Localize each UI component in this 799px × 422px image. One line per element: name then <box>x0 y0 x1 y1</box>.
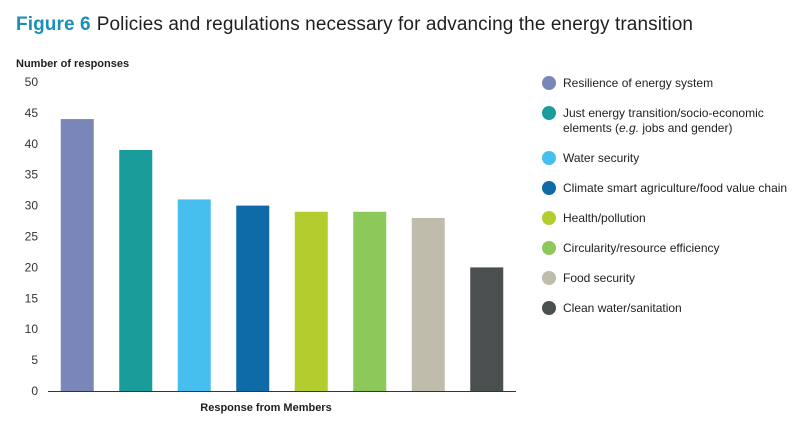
bar: Food security: 28 <box>411 217 445 391</box>
legend-item: Health/pollution <box>542 211 792 226</box>
legend-marker-icon <box>542 211 556 225</box>
bar-chart: 0 5 10 15 20 25 30 35 40 45 50 Resilience of energ… <box>16 58 516 414</box>
y-tick-label: 35 <box>25 168 39 182</box>
legend-item: Resilience of energy system <box>542 76 792 91</box>
legend-marker-icon <box>542 181 556 195</box>
legend-marker-icon <box>542 301 556 315</box>
legend-item: Food security <box>542 271 792 286</box>
legend-item: Circularity/resource efficiency <box>542 241 792 256</box>
legend-marker-icon <box>542 151 556 165</box>
figure-title: Figure 6 Policies and regulations necessa… <box>16 14 693 36</box>
legend-label: Circularity/resource efficiency <box>563 241 720 255</box>
legend-marker-icon <box>542 241 556 255</box>
y-axis-label: Number of responses <box>16 58 129 70</box>
legend-item: Just energy transition/socio-economic el… <box>542 106 792 136</box>
bar: Resilience of energy system: 44 <box>60 119 94 391</box>
bar: Health/pollution: 29 <box>294 211 328 391</box>
y-tick-label: 20 <box>25 260 39 274</box>
bar: Water security: 31 <box>177 199 211 391</box>
legend-item: Clean water/sanitation <box>542 301 792 316</box>
y-tick-label: 50 <box>25 75 39 89</box>
legend-item: Climate smart agriculture/food value cha… <box>542 181 792 196</box>
legend-label-line2: elements (e.g. jobs and gender) <box>563 121 733 135</box>
y-tick-label: 45 <box>25 106 39 120</box>
legend-label: Clean water/sanitation <box>563 301 682 315</box>
legend-marker-icon <box>542 106 556 120</box>
legend-label: Resilience of energy system <box>563 76 714 90</box>
bar: Circularity/resource efficiency: 29 <box>353 211 387 391</box>
legend-label: Water security <box>563 151 640 165</box>
y-tick-label: 25 <box>25 230 39 244</box>
legend-label: Climate smart agriculture/food value cha… <box>563 181 788 195</box>
y-tick-label: 40 <box>25 137 39 151</box>
x-axis-label: Response from Members <box>200 402 331 414</box>
figure-title-text: Policies and regulations necessary for a… <box>96 14 694 35</box>
legend-label: Health/pollution <box>563 211 646 225</box>
y-tick-label: 5 <box>31 353 38 367</box>
legend-label: Food security <box>563 271 636 285</box>
y-tick-label: 15 <box>25 291 39 305</box>
legend-marker-icon <box>542 76 556 90</box>
bar: Clean water/sanitation: 20 <box>470 267 504 391</box>
legend: Resilience of energy system Just energy … <box>542 76 792 331</box>
bar: Climate smart agriculture/food value cha… <box>236 205 270 391</box>
bar: Just energy transition/socio-economic el… <box>119 149 153 391</box>
y-tick-label: 0 <box>31 384 38 398</box>
y-axis-ticks: 0 5 10 15 20 25 30 35 40 45 50 <box>25 75 39 398</box>
bars: Resilience of energy system: 44 Just ener… <box>60 119 504 391</box>
figure-number: Figure 6 <box>16 14 91 35</box>
legend-marker-icon <box>542 271 556 285</box>
legend-label: Just energy transition/socio-economic <box>563 106 764 120</box>
y-tick-label: 10 <box>25 322 39 336</box>
legend-item: Water security <box>542 151 792 166</box>
y-tick-label: 30 <box>25 199 39 213</box>
